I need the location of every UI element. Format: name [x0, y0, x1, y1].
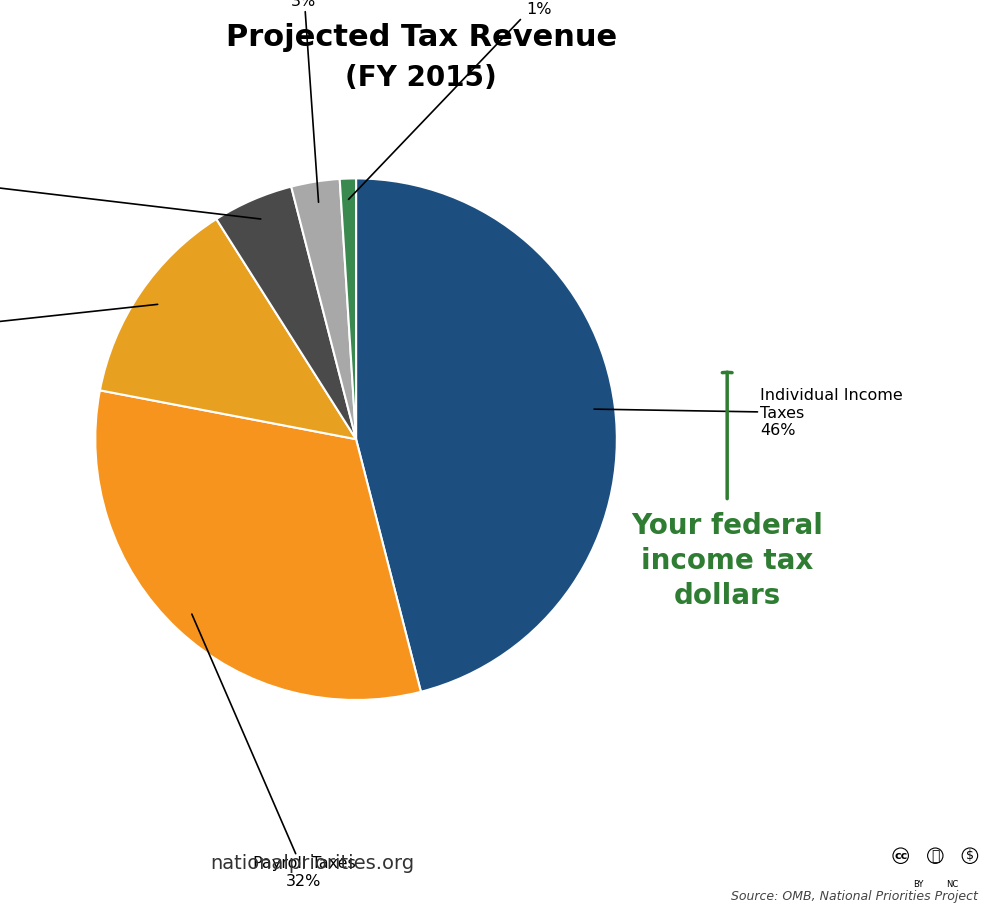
Text: Payroll Taxes
32%: Payroll Taxes 32%	[191, 614, 355, 888]
Text: Misc.
5%: Misc. 5%	[0, 162, 261, 219]
Text: Customs Duties
1%: Customs Duties 1%	[348, 0, 601, 199]
Text: cc: cc	[893, 851, 907, 861]
Wedge shape	[356, 178, 616, 692]
Text: Source: OMB, National Priorities Project: Source: OMB, National Priorities Project	[730, 890, 977, 903]
Text: Individual Income
Taxes
46%: Individual Income Taxes 46%	[593, 388, 902, 438]
Text: NATIONAL: NATIONAL	[67, 835, 118, 845]
Text: (FY 2015): (FY 2015)	[345, 64, 497, 92]
Text: PROJECT: PROJECT	[71, 885, 114, 894]
Wedge shape	[216, 187, 356, 439]
Wedge shape	[95, 391, 421, 700]
Text: BY: BY	[912, 879, 922, 888]
Text: ⓘ: ⓘ	[930, 849, 939, 863]
Text: PRIORITIES: PRIORITIES	[27, 854, 158, 874]
Wedge shape	[100, 219, 356, 439]
Text: $: $	[965, 849, 973, 862]
Wedge shape	[340, 178, 356, 439]
Wedge shape	[291, 179, 356, 439]
Text: Projected Tax Revenue: Projected Tax Revenue	[225, 23, 616, 52]
Text: Corporate Income
Taxes
13%: Corporate Income Taxes 13%	[0, 305, 157, 365]
Text: nationalpriorities.org: nationalpriorities.org	[210, 855, 415, 873]
Text: NC: NC	[946, 879, 958, 888]
Text: Excise Taxes
3%: Excise Taxes 3%	[254, 0, 354, 202]
Text: Your federal
income tax
dollars: Your federal income tax dollars	[630, 512, 823, 609]
